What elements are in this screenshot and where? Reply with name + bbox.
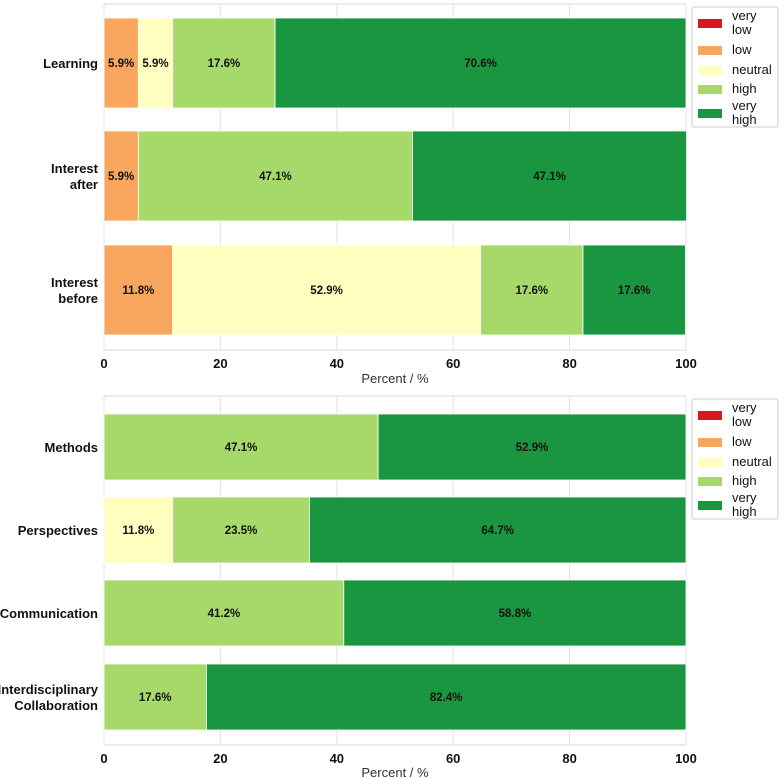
chart-2-data-label-methods-very-high: 52.9% xyxy=(516,442,549,454)
chart-1-data-label-interest-after-high: 47.1% xyxy=(259,171,292,183)
chart-1-bar-interest-after-very-high xyxy=(412,130,687,222)
chart-2-legend-label-low: low xyxy=(732,434,752,449)
chart-2-bar-perspectives-very-high xyxy=(309,496,687,564)
chart-2-bar-methods-very-high xyxy=(377,413,687,481)
chart-1-legend-swatch-very-low xyxy=(698,19,722,28)
chart-2-legend-swatch-neutral xyxy=(698,458,722,467)
chart-1-data-label-interest-before-neutral: 52.9% xyxy=(310,285,343,297)
chart-2-x-tick-80: 80 xyxy=(562,751,576,766)
chart-2-x-tick-40: 40 xyxy=(330,751,344,766)
chart-1-data-label-learning-neutral: 5.9% xyxy=(142,58,168,70)
chart-2-x-tick-20: 20 xyxy=(213,751,227,766)
chart-1-x-axis-title: Percent / % xyxy=(361,371,429,386)
chart-2-bar-methods-high xyxy=(103,413,379,481)
chart-2-category-label-perspectives: Perspectives xyxy=(18,523,98,538)
chart-2-category-label-interdisciplinary-collaboration: Interdisciplinary Collaboration xyxy=(0,682,99,713)
chart-2-legend-swatch-high xyxy=(698,477,722,486)
chart-1-legend-label-neutral: neutral xyxy=(732,62,772,77)
chart-2-legend xyxy=(691,398,779,520)
chart-2-bar-communication-high xyxy=(103,579,345,647)
chart-1-category-label-interest-before: Interest before xyxy=(51,275,99,306)
chart-1-x-tick-40: 40 xyxy=(330,356,344,371)
chart-2-legend-swatch-very-low xyxy=(698,411,722,420)
chart-1-data-label-interest-before-low: 11.8% xyxy=(122,285,154,297)
chart-1-category-label-interest-after: Interest after xyxy=(51,161,99,192)
chart-2-data-label-perspectives-high: 23.5% xyxy=(225,525,258,537)
chart-1-data-label-interest-before-very-high: 17.6% xyxy=(618,285,651,297)
chart-1-legend-label-low: low xyxy=(732,42,752,57)
chart-1-legend-swatch-high xyxy=(698,85,722,94)
chart-2-legend-label-very-high: very high xyxy=(732,490,757,519)
chart-1-x-tick-20: 20 xyxy=(213,356,227,371)
chart-2-x-tick-60: 60 xyxy=(446,751,460,766)
chart-1-legend-swatch-low xyxy=(698,46,722,55)
chart-1-bar-interest-after-high xyxy=(137,130,413,222)
chart-2-data-label-methods-high: 47.1% xyxy=(225,442,258,454)
chart-1-data-label-interest-before-high: 17.6% xyxy=(515,285,548,297)
chart-1-bar-interest-before-low xyxy=(103,244,174,336)
chart-2-category-label-communication: Communication xyxy=(0,606,98,621)
chart-1-legend xyxy=(691,6,779,128)
chart-2-bar-interdisciplinary-collaboration-high xyxy=(103,663,207,731)
chart-1-x-tick-80: 80 xyxy=(562,356,576,371)
chart-1-bar-interest-before-neutral xyxy=(172,244,481,336)
chart-2-legend-label-high: high xyxy=(732,473,757,488)
chart-1-bar-interest-before-high xyxy=(480,244,584,336)
chart-2-x-tick-100: 100 xyxy=(675,751,697,766)
chart-2-legend-label-very-low: very low xyxy=(732,400,757,429)
chart-1-bar-interest-after-low xyxy=(103,130,139,222)
chart-1-data-label-learning-low: 5.9% xyxy=(108,58,134,70)
chart-1-category-label-learning: Learning xyxy=(43,56,98,71)
chart-1-x-tick-100: 100 xyxy=(675,356,697,371)
chart-2-data-label-communication-very-high: 58.8% xyxy=(499,608,532,620)
chart-2-data-label-interdisciplinary-collaboration-high: 17.6% xyxy=(139,692,172,704)
chart-1-x-tick-0: 0 xyxy=(100,356,107,371)
chart-1-data-label-learning-high: 17.6% xyxy=(208,58,241,70)
chart-1-data-label-learning-very-high: 70.6% xyxy=(464,58,497,70)
chart-1-bar-learning-high xyxy=(172,17,276,109)
chart-1-data-label-interest-after-very-high: 47.1% xyxy=(533,171,566,183)
chart-2-bar-perspectives-high xyxy=(172,496,310,564)
chart-1-bar-learning-very-high xyxy=(274,17,687,109)
chart-2-data-label-perspectives-neutral: 11.8% xyxy=(122,525,154,537)
chart-2-data-label-interdisciplinary-collaboration-very-high: 82.4% xyxy=(430,692,463,704)
chart-1-legend-swatch-neutral xyxy=(698,66,722,75)
chart-2-bar-perspectives-neutral xyxy=(103,496,174,564)
chart-1-legend-label-high: high xyxy=(732,81,757,96)
chart-2-bar-interdisciplinary-collaboration-very-high xyxy=(206,663,687,731)
chart-2-data-label-communication-high: 41.2% xyxy=(208,608,241,620)
chart-1-data-label-interest-after-low: 5.9% xyxy=(108,171,134,183)
chart-2-bar-communication-very-high xyxy=(343,579,687,647)
chart-2-legend-label-neutral: neutral xyxy=(732,454,772,469)
chart-2-x-tick-0: 0 xyxy=(100,751,107,766)
chart-2-category-label-methods: Methods xyxy=(45,440,98,455)
chart-1-bar-interest-before-very-high xyxy=(582,244,686,336)
chart-1-x-tick-60: 60 xyxy=(446,356,460,371)
chart-1-legend-swatch-very-high xyxy=(698,109,722,118)
chart-1-legend-label-very-low: very low xyxy=(732,8,757,37)
chart-2-legend-swatch-low xyxy=(698,438,722,447)
chart-2-x-axis-title: Percent / % xyxy=(361,765,429,779)
chart-2-legend-swatch-very-high xyxy=(698,501,722,510)
chart-1-legend-label-very-high: very high xyxy=(732,98,757,127)
chart-2-data-label-perspectives-very-high: 64.7% xyxy=(481,525,514,537)
